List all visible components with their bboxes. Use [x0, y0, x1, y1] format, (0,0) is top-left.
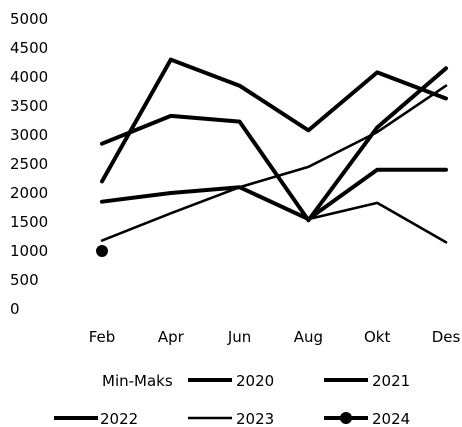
y-tick-label: 4500 [10, 39, 48, 57]
y-axis-ticks: 0 500 1000 1500 2000 2500 3000 3500 4000 4500 5000 [10, 10, 48, 318]
y-tick-label: 2000 [10, 184, 48, 202]
legend-marker-2024 [340, 412, 352, 424]
x-tick-label: Feb [89, 328, 116, 346]
x-tick-label: Des [432, 328, 461, 346]
legend: Min-Maks 2020 2021 2022 2023 2024 [54, 372, 410, 427]
x-tick-label: Apr [158, 328, 185, 346]
plot-area [96, 57, 448, 257]
legend-label-2022: 2022 [100, 410, 138, 427]
x-tick-label: Aug [294, 328, 323, 346]
series-line-2022 [100, 66, 448, 223]
y-tick-label: 500 [10, 271, 39, 289]
y-tick-label: 4000 [10, 68, 48, 86]
y-tick-label: 5000 [10, 10, 48, 28]
x-tick-label: Jun [227, 328, 251, 346]
series-line-2020 [100, 167, 448, 222]
y-tick-label: 1500 [10, 213, 48, 231]
legend-label-2021: 2021 [372, 372, 410, 390]
y-tick-label: 3500 [10, 97, 48, 115]
y-tick-label: 0 [10, 300, 20, 318]
y-tick-label: 2500 [10, 155, 48, 173]
legend-label-range: Min-Maks [102, 372, 173, 390]
series-line-2021 [100, 57, 448, 184]
y-tick-label: 1000 [10, 242, 48, 260]
y-tick-label: 3000 [10, 126, 48, 144]
x-axis-ticks: Feb Apr Jun Aug Okt Des [89, 328, 461, 346]
series-line-2023 [100, 84, 448, 242]
legend-label-2024: 2024 [372, 410, 410, 427]
x-tick-label: Okt [364, 328, 390, 346]
legend-label-2020: 2020 [236, 372, 274, 390]
legend-label-2023: 2023 [236, 410, 274, 427]
series-line-2024-point [96, 245, 108, 257]
